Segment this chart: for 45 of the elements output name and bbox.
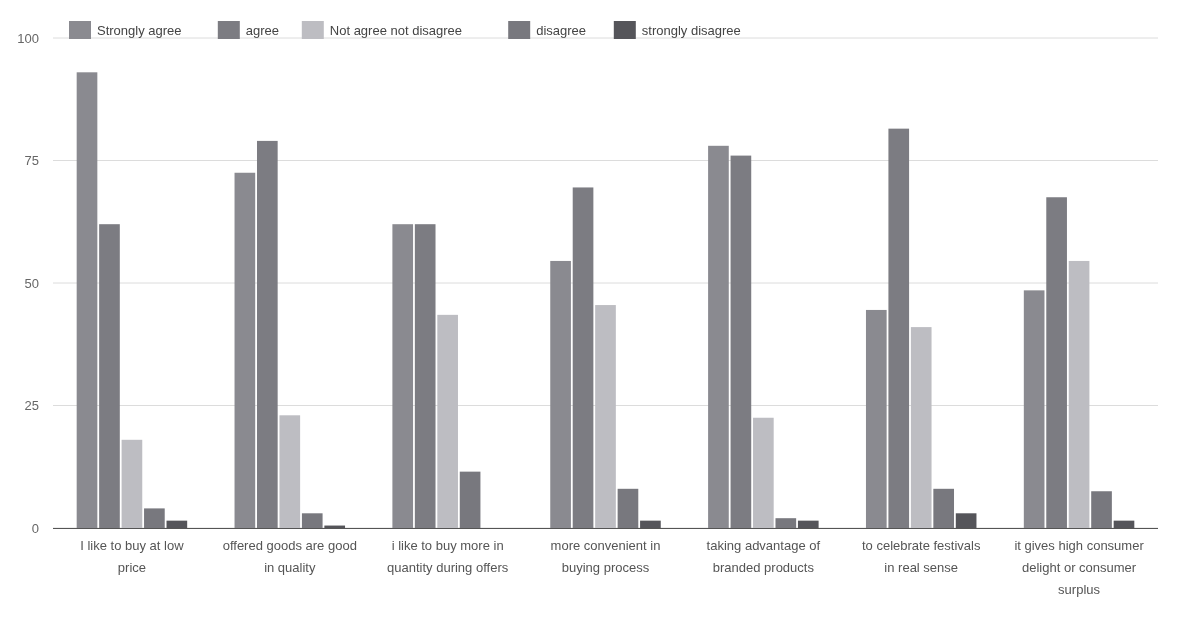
x-tick-label: to celebrate festivals in real sense xyxy=(861,538,981,575)
bar xyxy=(550,260,571,528)
y-tick-label: 100 xyxy=(17,30,39,46)
bar xyxy=(617,488,639,528)
bar xyxy=(301,513,323,528)
y-tick-label: 50 xyxy=(24,275,39,291)
bar xyxy=(753,417,774,528)
bar xyxy=(234,172,256,528)
bar xyxy=(144,508,165,528)
x-tick-label: taking advantage of branded products xyxy=(706,538,821,575)
bar xyxy=(933,488,954,528)
x-tick-label: offered goods are good in quality xyxy=(222,538,357,575)
bar xyxy=(1068,260,1090,528)
x-tick-label: i like to buy more in quantity during offers xyxy=(387,538,509,575)
bar xyxy=(1091,491,1112,528)
bar xyxy=(392,224,414,528)
legend-label: Strongly agree xyxy=(97,22,182,38)
x-tick-label: I like to buy at low price xyxy=(80,538,185,575)
bar xyxy=(595,305,616,528)
bar xyxy=(572,187,594,528)
bar xyxy=(99,224,120,528)
bar xyxy=(865,309,887,528)
y-tick-label: 0 xyxy=(31,520,39,536)
bar xyxy=(775,518,797,528)
x-tick-label: it gives high consumer delight or consumer surplus xyxy=(1014,538,1145,597)
bar xyxy=(730,155,752,528)
bar xyxy=(437,314,458,528)
bar xyxy=(888,128,910,528)
bar xyxy=(76,72,98,528)
bar xyxy=(279,415,301,528)
bar xyxy=(910,327,932,528)
bar xyxy=(708,145,729,528)
legend-label: Not agree not disagree xyxy=(329,22,463,38)
bar xyxy=(414,224,436,528)
legend-label: agree xyxy=(245,22,280,38)
x-tick-label: more convenient in buying process xyxy=(550,538,661,575)
y-tick-label: 75 xyxy=(24,153,39,169)
legend-label: disagree xyxy=(536,22,587,38)
bar xyxy=(1046,197,1067,528)
y-tick-label: 25 xyxy=(24,398,39,414)
bar xyxy=(1023,290,1045,528)
bar xyxy=(257,140,278,528)
bar xyxy=(459,471,481,528)
legend-label: strongly disagree xyxy=(641,22,741,38)
bar xyxy=(121,439,143,528)
